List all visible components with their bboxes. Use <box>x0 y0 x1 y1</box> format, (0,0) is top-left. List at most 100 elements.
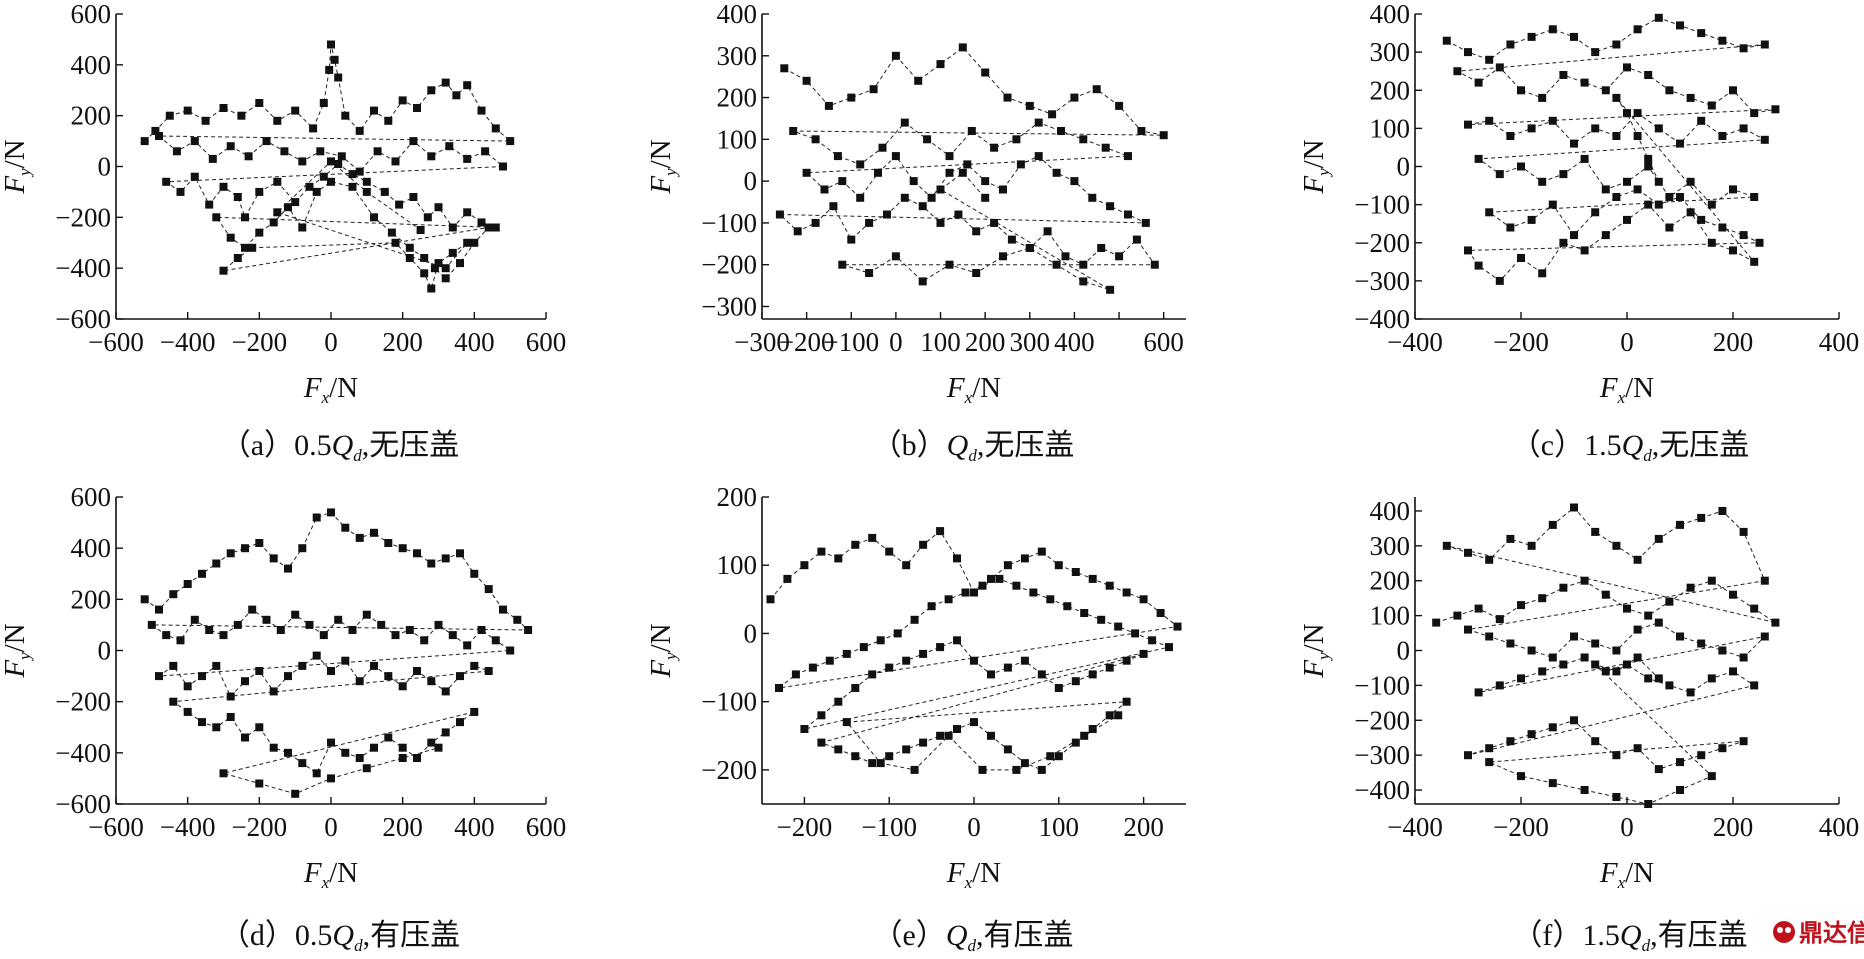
data-point <box>1654 13 1663 22</box>
data-point <box>445 142 454 151</box>
data-point <box>1580 154 1589 163</box>
data-point <box>1115 252 1124 261</box>
series-line-f <box>1436 506 1776 805</box>
data-point <box>1132 235 1141 244</box>
y-tick-label: −100 <box>701 687 757 717</box>
series-line-b <box>778 46 1164 291</box>
data-point <box>334 73 343 82</box>
data-point <box>1676 520 1684 529</box>
data-point <box>783 574 792 583</box>
data-point <box>362 177 371 186</box>
y-tick-label: 200 <box>717 83 758 113</box>
data-point <box>405 626 414 634</box>
data-point <box>506 646 515 655</box>
y-tick-label: 0 <box>98 152 112 182</box>
y-tick-label: 100 <box>1370 601 1411 631</box>
data-point <box>919 649 928 658</box>
data-point <box>1676 786 1684 794</box>
data-point <box>1079 260 1088 269</box>
data-point <box>151 126 160 135</box>
panel-caption: （a）0.5Qd,无压盖 <box>221 429 460 465</box>
y-tick-label: 400 <box>71 533 112 563</box>
data-point <box>1654 765 1663 774</box>
data-point <box>1442 541 1451 550</box>
data-point <box>384 733 393 742</box>
data-point <box>1048 110 1057 119</box>
data-point <box>856 160 865 169</box>
data-point <box>1612 793 1621 801</box>
data-point <box>384 539 393 547</box>
data-point <box>1012 581 1021 590</box>
data-point <box>1088 670 1097 679</box>
data-point <box>1538 177 1547 186</box>
data-point <box>237 111 246 120</box>
data-point <box>456 549 464 558</box>
data-point <box>1538 93 1547 102</box>
data-point <box>1070 177 1079 186</box>
data-point <box>1654 674 1663 683</box>
y-tick-label: 200 <box>71 584 112 614</box>
series-line-c <box>1446 17 1776 282</box>
data-point <box>1591 639 1600 648</box>
data-point <box>327 738 335 747</box>
data-point <box>370 528 378 537</box>
data-point <box>198 718 206 727</box>
y-tick-label: 0 <box>744 166 758 196</box>
data-point <box>470 238 479 247</box>
y-tick-label: 300 <box>1370 531 1411 561</box>
data-point <box>945 152 954 161</box>
data-point <box>413 667 421 675</box>
data-point <box>1485 208 1494 217</box>
data-point <box>255 99 264 107</box>
data-point <box>255 187 264 196</box>
data-point <box>893 629 902 638</box>
panel-caption: （d）0.5Qd,有压盖 <box>220 919 460 955</box>
data-point <box>1506 639 1515 648</box>
data-point <box>325 65 334 74</box>
data-point <box>833 152 842 161</box>
data-point <box>891 51 900 60</box>
data-point <box>1697 116 1706 125</box>
data-point <box>391 157 400 166</box>
data-point <box>1548 653 1557 662</box>
data-point <box>900 118 909 127</box>
data-point <box>834 697 843 706</box>
data-point <box>1097 615 1106 624</box>
data-point <box>1485 744 1494 753</box>
data-point <box>972 227 981 236</box>
data-point <box>370 106 378 115</box>
data-point <box>1718 646 1727 655</box>
data-point <box>481 147 490 156</box>
y-axis-label: Fy/N <box>0 139 34 194</box>
x-axis-label: Fx/N <box>303 857 358 892</box>
x-axis-label: Fx/N <box>1599 372 1654 407</box>
data-point <box>1517 254 1525 262</box>
y-tick-label: −200 <box>1354 705 1410 735</box>
data-point <box>241 213 249 222</box>
x-axis-label: Fx/N <box>303 372 358 407</box>
data-point <box>276 626 285 634</box>
data-point <box>1707 772 1716 781</box>
data-point <box>1124 210 1132 219</box>
data-point <box>1517 674 1525 683</box>
data-point <box>1079 135 1088 144</box>
data-point <box>1097 244 1106 252</box>
data-point <box>910 615 919 624</box>
data-point <box>981 193 990 202</box>
y-tick-label: 200 <box>717 482 758 512</box>
data-point <box>423 213 432 222</box>
x-tick-label: 600 <box>526 327 567 357</box>
data-point <box>1644 71 1653 79</box>
data-point <box>808 663 817 672</box>
data-point <box>1697 29 1706 38</box>
data-point <box>1729 590 1737 599</box>
data-point <box>1506 40 1515 49</box>
data-point <box>1080 731 1089 740</box>
data-point <box>140 137 149 146</box>
data-point <box>1115 101 1124 110</box>
data-point <box>147 620 156 629</box>
data-point <box>355 167 364 176</box>
data-point <box>284 203 292 212</box>
x-tick-label: 0 <box>1620 812 1634 842</box>
data-point <box>470 707 479 716</box>
